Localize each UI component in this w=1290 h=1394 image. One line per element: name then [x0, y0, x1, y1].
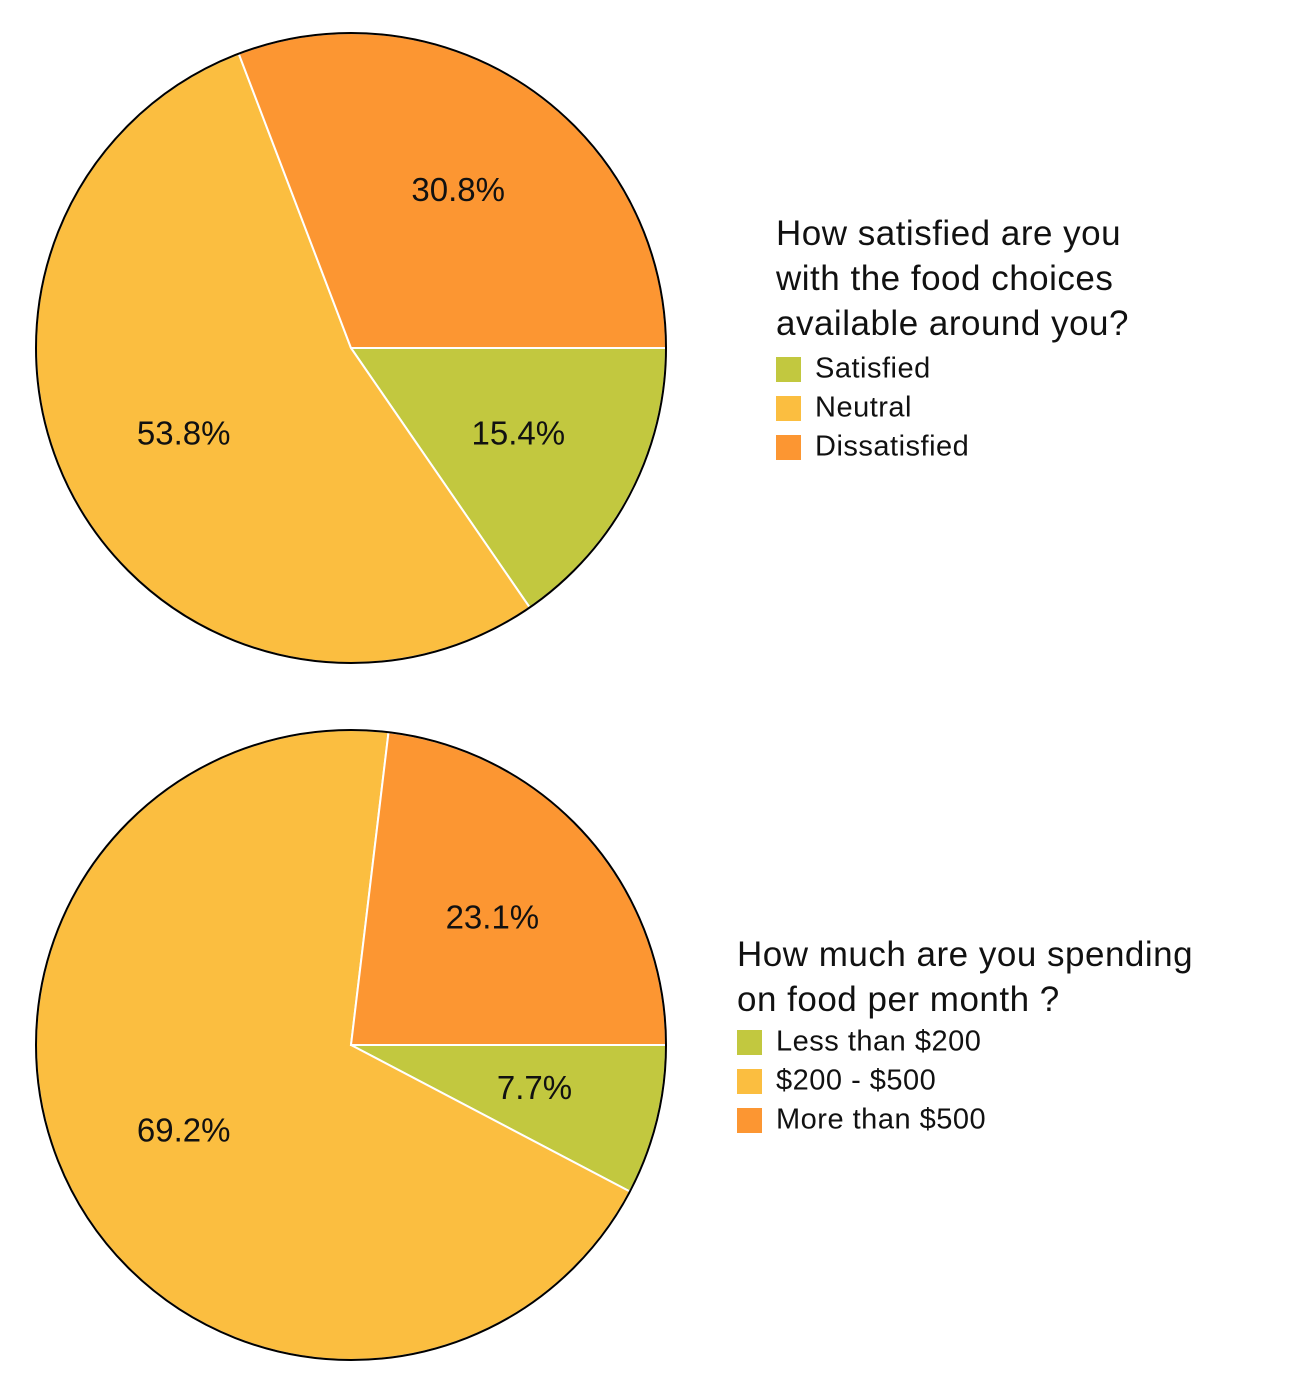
- pie-outline: [35, 32, 667, 664]
- chart-title-line: available around you?: [776, 304, 1129, 343]
- legend-label: Dissatisfied: [815, 431, 969, 463]
- legend-swatch: [776, 396, 801, 421]
- legend-label: Neutral: [815, 392, 912, 424]
- legend-label: More than $500: [776, 1104, 986, 1136]
- pie-outline: [35, 729, 667, 1361]
- slice-percent-label: 7.7%: [497, 1069, 572, 1106]
- legend-swatch: [776, 357, 801, 382]
- legend-swatch: [776, 435, 801, 460]
- chart-title-line: on food per month ?: [737, 980, 1060, 1019]
- pie-chart-1: 15.4% 53.8% 30.8% How satisfied are you with…: [35, 32, 1129, 664]
- chart-title-line: with the food choices: [775, 259, 1113, 298]
- legend-label: Less than $200: [776, 1026, 981, 1058]
- legend-swatch: [737, 1108, 762, 1133]
- chart-title-line: How satisfied are you: [776, 214, 1121, 253]
- legend-label: Satisfied: [815, 353, 931, 385]
- legend: Satisfied Neutral Dissatisfied: [776, 353, 969, 463]
- chart-title-line: How much are you spending: [737, 935, 1193, 974]
- legend: Less than $200 $200 - $500 More than $500: [737, 1026, 986, 1136]
- pie-slice-more-than-500: [349, 731, 668, 1046]
- slice-percent-label: 69.2%: [137, 1112, 231, 1149]
- slice-percent-label: 30.8%: [411, 171, 505, 208]
- pie-chart-2: 7.7% 69.2% 23.1% How much are you spending o…: [35, 729, 1193, 1361]
- slice-percent-label: 23.1%: [446, 898, 540, 935]
- legend-swatch: [737, 1030, 762, 1055]
- legend-label: $200 - $500: [776, 1065, 936, 1097]
- legend-swatch: [737, 1069, 762, 1094]
- slice-percent-label: 53.8%: [137, 415, 231, 452]
- slice-percent-label: 15.4%: [472, 415, 566, 452]
